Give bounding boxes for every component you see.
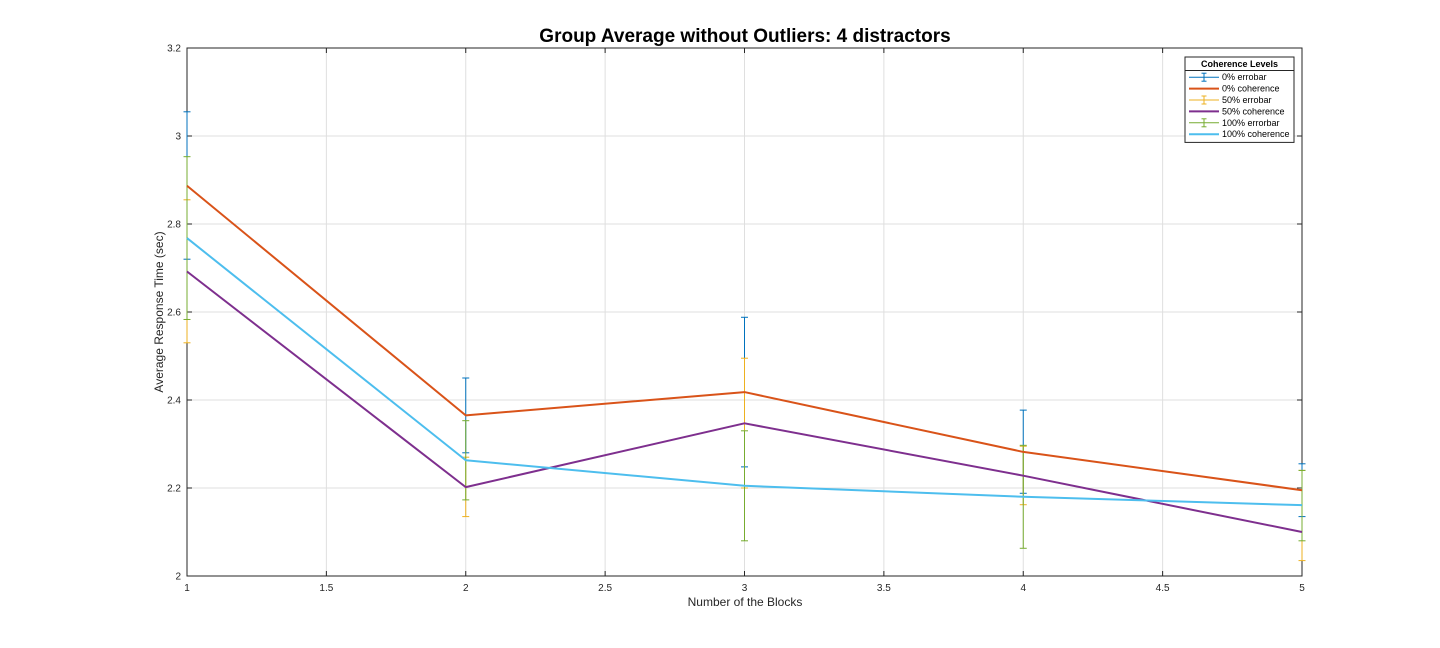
y-axis-label: Average Response Time (sec)	[152, 231, 166, 392]
chart-title: Group Average without Outliers: 4 distra…	[539, 26, 950, 47]
legend-item: 50% coherence	[1189, 106, 1285, 116]
series-lines	[186, 184, 1303, 533]
y-tick-label: 2	[175, 572, 181, 583]
x-tick-label: 2.5	[598, 583, 612, 594]
series-line-0	[186, 184, 1303, 492]
errorbar	[1298, 469, 1306, 542]
legend-label: 0% coherence	[1222, 84, 1280, 94]
legend-item: 0% errobar	[1189, 72, 1267, 82]
legend-label: 50% coherence	[1222, 106, 1285, 116]
y-tick-label: 2.8	[167, 220, 181, 231]
x-tick-label: 3	[742, 583, 748, 594]
y-tick-label: 3	[175, 132, 181, 143]
x-tick-label: 3.5	[877, 583, 891, 594]
series-line-1	[186, 270, 1303, 533]
x-tick-label: 5	[1299, 583, 1305, 594]
x-tick-label: 1.5	[319, 583, 333, 594]
x-tick-label: 4.5	[1156, 583, 1170, 594]
legend-item: 100% coherence	[1189, 129, 1290, 139]
y-tick-label: 2.2	[167, 484, 181, 495]
y-tick-label: 2.4	[167, 396, 181, 407]
axis-ticks: 1 1.5 2 2.5 3 3.5 4 4.5 5 2 2.2 2.4 2.6 2.8 3 3.2	[167, 44, 1305, 595]
legend-label: 100% errorbar	[1222, 118, 1280, 128]
legend-label: 0% errobar	[1222, 72, 1267, 82]
legend-label: 50% errobar	[1222, 95, 1272, 105]
x-axis-label: Number of the Blocks	[688, 595, 803, 609]
error-bars	[183, 111, 1306, 562]
y-tick-label: 3.2	[167, 44, 181, 55]
x-tick-label: 1	[184, 583, 190, 594]
legend-item: 100% errorbar	[1189, 118, 1280, 128]
x-tick-label: 4	[1020, 583, 1026, 594]
legend-label: 100% coherence	[1222, 129, 1290, 139]
x-tick-label: 2	[463, 583, 469, 594]
series-line-2	[186, 237, 1303, 507]
y-tick-label: 2.6	[167, 308, 181, 319]
legend-item: 0% coherence	[1189, 84, 1280, 94]
legend-item: 50% errobar	[1189, 95, 1272, 105]
legend-title: Coherence Levels	[1201, 59, 1278, 69]
